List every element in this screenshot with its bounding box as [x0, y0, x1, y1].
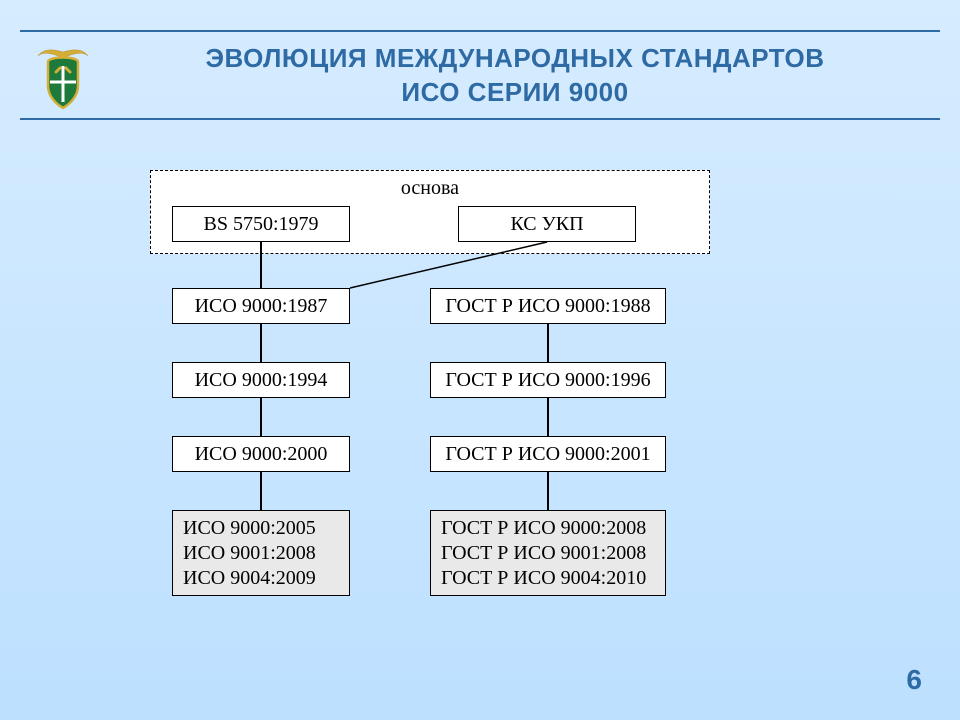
node-gost1996: ГОСТ Р ИСО 9000:1996 [430, 362, 666, 398]
header-rule-top [20, 30, 940, 32]
header-rule-bottom [20, 118, 940, 120]
connector-v-2 [260, 398, 262, 436]
title-line-2: ИСО СЕРИИ 9000 [401, 77, 628, 107]
node-line: ГОСТ Р ИСО 9001:2008 [441, 541, 646, 566]
node-line: ИСО 9000:2005 [183, 516, 316, 541]
node-iso2000: ИСО 9000:2000 [172, 436, 350, 472]
flowchart: основа BS 5750:1979 КС УКП ИСО 9000:1987 ГОС… [150, 170, 770, 640]
slide: ЭВОЛЮЦИЯ МЕЖДУНАРОДНЫХ СТАНДАРТОВ ИСО СЕ… [0, 0, 960, 720]
node-line: ИСО 9001:2008 [183, 541, 316, 566]
connector-v-1 [260, 324, 262, 362]
header: ЭВОЛЮЦИЯ МЕЖДУНАРОДНЫХ СТАНДАРТОВ ИСО СЕ… [0, 30, 960, 120]
page-title: ЭВОЛЮЦИЯ МЕЖДУНАРОДНЫХ СТАНДАРТОВ ИСО СЕ… [110, 42, 920, 110]
connector-v-5 [547, 398, 549, 436]
node-gost1988: ГОСТ Р ИСО 9000:1988 [430, 288, 666, 324]
connector-v-6 [547, 472, 549, 510]
node-ksukp: КС УКП [458, 206, 636, 242]
node-bs: BS 5750:1979 [172, 206, 350, 242]
node-gost2001: ГОСТ Р ИСО 9000:2001 [430, 436, 666, 472]
node-iso1987: ИСО 9000:1987 [172, 288, 350, 324]
node-iso1994: ИСО 9000:1994 [172, 362, 350, 398]
connector-v-4 [547, 324, 549, 362]
node-line: ГОСТ Р ИСО 9000:2008 [441, 516, 646, 541]
node-line: ИСО 9004:2009 [183, 566, 316, 591]
connector-v-3 [260, 472, 262, 510]
node-isoMulti: ИСО 9000:2005ИСО 9001:2008ИСО 9004:2009 [172, 510, 350, 596]
node-gostMulti: ГОСТ Р ИСО 9000:2008ГОСТ Р ИСО 9001:2008… [430, 510, 666, 596]
title-line-1: ЭВОЛЮЦИЯ МЕЖДУНАРОДНЫХ СТАНДАРТОВ [205, 43, 824, 73]
page-number: 6 [906, 664, 922, 696]
basis-group-label: основа [151, 177, 709, 200]
node-line: ГОСТ Р ИСО 9004:2010 [441, 566, 646, 591]
connector-v-0 [260, 242, 262, 288]
